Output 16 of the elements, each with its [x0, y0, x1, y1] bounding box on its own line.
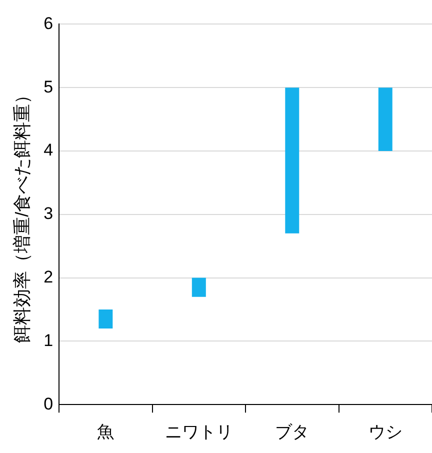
y-tick-label: 0	[44, 394, 54, 414]
y-tick-label: 1	[44, 330, 54, 350]
x-tick-label: ニワトリ	[164, 422, 233, 442]
bar	[98, 310, 113, 329]
y-tick-label: 3	[44, 204, 54, 224]
bar	[192, 278, 206, 297]
y-tick-label: 5	[44, 77, 54, 96]
bar	[285, 88, 300, 234]
y-tick-label: 2	[44, 267, 54, 286]
bar	[378, 88, 392, 151]
x-tick-label: 魚	[97, 422, 114, 442]
y-tick-label: 6	[44, 14, 54, 33]
y-axis-title: 餌料効率（増重/食べた餌料重）	[12, 86, 32, 343]
y-tick-label: 4	[44, 140, 54, 160]
x-tick-label: ブタ	[275, 422, 310, 442]
x-tick-label: ウシ	[368, 422, 402, 442]
